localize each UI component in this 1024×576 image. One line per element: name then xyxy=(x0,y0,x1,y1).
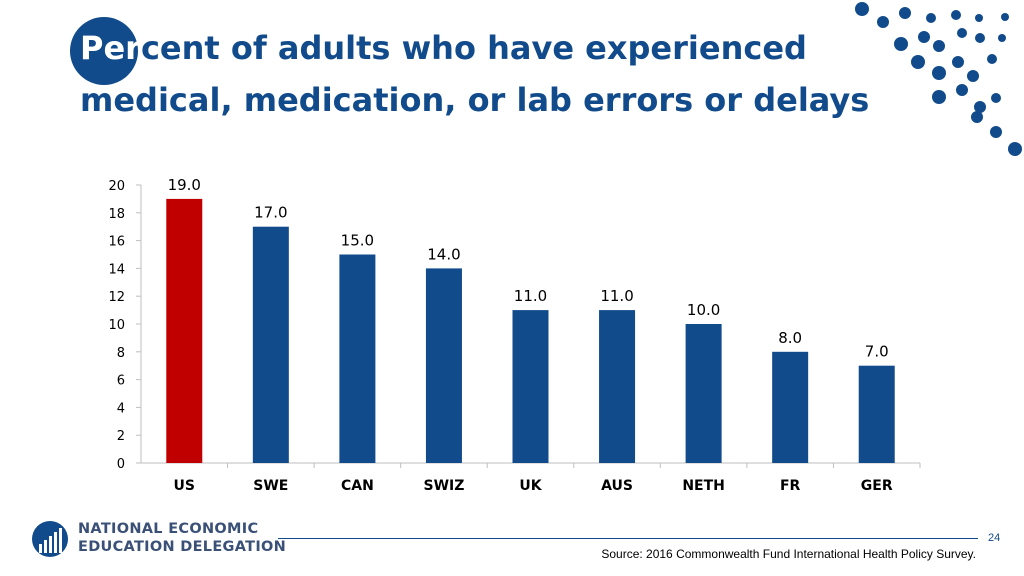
decoration-dot xyxy=(926,13,936,23)
y-tick-label: 20 xyxy=(108,179,125,194)
x-category-label: AUS xyxy=(601,478,633,494)
title-text-rest: cent of adults who have experienced xyxy=(140,29,807,67)
decoration-dot xyxy=(975,33,985,43)
bar xyxy=(252,226,289,463)
need-logo-icon xyxy=(32,521,68,557)
y-tick-label: 18 xyxy=(108,207,125,222)
decoration-dot xyxy=(990,126,1002,138)
x-category-label: UK xyxy=(519,478,542,494)
y-tick-label: 10 xyxy=(108,318,125,333)
x-category-label: GER xyxy=(861,478,893,494)
decoration-dot xyxy=(971,111,983,123)
x-category-label: CAN xyxy=(341,478,374,494)
decoration-dot xyxy=(918,31,930,43)
decoration-dot xyxy=(932,90,946,104)
y-tick-label: 16 xyxy=(108,235,125,250)
x-category-label: NETH xyxy=(682,478,725,494)
decoration-dot xyxy=(991,93,1001,103)
data-label: 14.0 xyxy=(427,245,460,263)
page-title-line-1: Percent of adults who have experienced xyxy=(80,28,807,68)
decoration-dot xyxy=(899,7,911,19)
decoration-dot xyxy=(911,55,925,69)
bar xyxy=(599,310,636,463)
decoration-dot xyxy=(957,28,967,38)
footer-divider xyxy=(278,538,978,539)
decoration-dot xyxy=(1008,142,1022,156)
logo-text-line-2: EDUCATION DELEGATION xyxy=(78,539,287,555)
title-accent-circle xyxy=(70,17,138,85)
data-label: 17.0 xyxy=(254,204,287,222)
y-tick-label: 14 xyxy=(108,262,125,277)
decoration-dot xyxy=(956,84,968,96)
decoration-dot xyxy=(877,16,889,28)
y-tick-label: 12 xyxy=(108,290,125,305)
page-number: 24 xyxy=(988,532,1001,544)
bar xyxy=(685,324,722,463)
data-label: 7.0 xyxy=(865,343,889,361)
x-category-label: SWIZ xyxy=(423,478,464,494)
decoration-dot xyxy=(987,54,997,64)
bar xyxy=(339,254,376,463)
need-logo: NATIONAL ECONOMIC EDUCATION DELEGATION xyxy=(30,519,286,561)
decoration-dot xyxy=(855,2,869,16)
decoration-dot xyxy=(1001,13,1009,21)
data-label: 19.0 xyxy=(168,176,201,194)
data-label: 15.0 xyxy=(341,232,374,250)
source-note: Source: 2016 Commonwealth Fund Internati… xyxy=(601,547,976,561)
bar xyxy=(166,198,203,463)
x-category-label: SWE xyxy=(253,478,288,494)
data-label: 8.0 xyxy=(778,329,802,347)
bar xyxy=(858,365,895,463)
x-category-label: US xyxy=(174,478,195,494)
y-tick-label: 6 xyxy=(117,374,125,389)
bar xyxy=(512,310,549,463)
decoration-dot xyxy=(952,56,964,68)
y-tick-label: 2 xyxy=(117,429,125,444)
bar xyxy=(425,268,462,463)
decoration-dot xyxy=(932,66,946,80)
x-category-label: FR xyxy=(780,478,801,494)
decoration-dot xyxy=(975,14,983,22)
decoration-dot xyxy=(974,101,986,113)
data-label: 10.0 xyxy=(687,301,720,319)
data-label: 11.0 xyxy=(514,287,547,305)
decoration-dot xyxy=(998,34,1006,42)
y-tick-label: 0 xyxy=(117,457,125,472)
decoration-dot xyxy=(933,40,945,52)
bar xyxy=(772,351,809,463)
logo-text-line-1: NATIONAL ECONOMIC xyxy=(78,521,259,537)
y-tick-label: 8 xyxy=(117,346,125,361)
title-highlight-text: Per xyxy=(80,29,141,67)
decoration-dot xyxy=(951,10,961,20)
dot-pattern-decoration xyxy=(855,2,1022,156)
data-label: 11.0 xyxy=(600,287,633,305)
y-tick-label: 4 xyxy=(117,401,125,416)
decoration-dot xyxy=(967,70,979,82)
page-title-line-2: medical, medication, or lab errors or de… xyxy=(80,81,870,119)
decoration-dot xyxy=(894,37,908,51)
